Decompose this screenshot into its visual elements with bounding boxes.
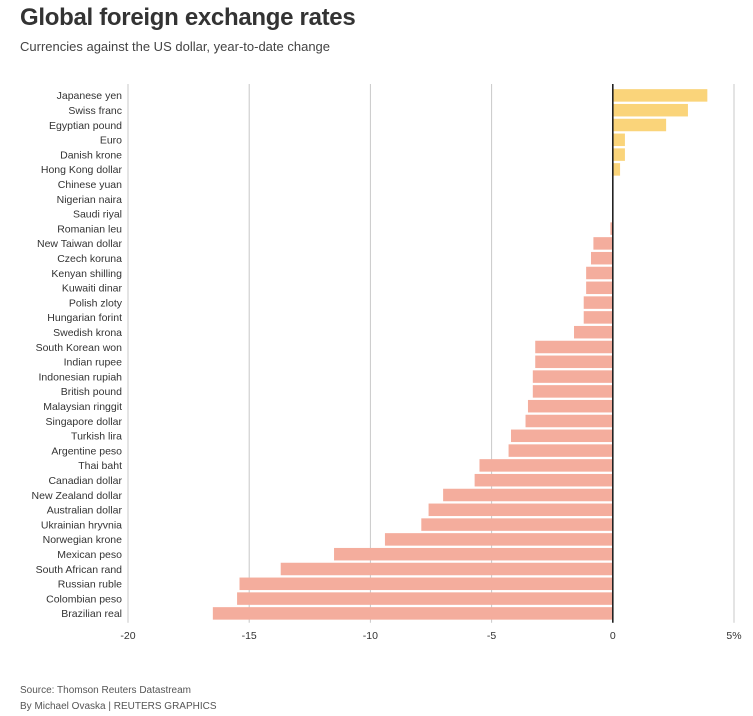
category-label: Thai baht: [78, 460, 122, 472]
category-label: Chinese yuan: [58, 179, 122, 191]
category-label: Swiss franc: [68, 105, 122, 117]
category-label: Swedish krona: [53, 327, 122, 339]
source-note: Source: Thomson Reuters Datastream: [20, 685, 192, 696]
category-label: Colombian peso: [46, 593, 122, 605]
bar-egyptian-pound: [612, 118, 667, 132]
category-label: South African rand: [36, 564, 123, 576]
bar-swedish-krona: [574, 325, 613, 339]
category-label: Indian rupee: [64, 357, 123, 369]
category-label: Saudi riyal: [73, 209, 122, 221]
category-label: Nigerian naira: [57, 194, 123, 206]
chart-title: Global foreign exchange rates: [20, 4, 356, 31]
category-label: Hong Kong dollar: [41, 164, 123, 176]
bar-czech-koruna: [590, 251, 613, 265]
bar-colombian-peso: [237, 592, 613, 605]
category-label: Ukrainian hryvnia: [41, 519, 122, 531]
category-label: Brazilian real: [61, 608, 122, 620]
bar-romanian-leu: [610, 222, 613, 235]
category-label: Singapore dollar: [46, 416, 123, 428]
bar-swiss-franc: [612, 103, 688, 117]
bar-polish-zloty: [583, 296, 613, 309]
bar-hungarian-forint: [583, 311, 613, 324]
category-label: Kenyan shilling: [51, 268, 122, 280]
bar-kuwaiti-dinar: [586, 281, 613, 295]
bar-british-pound: [532, 385, 613, 398]
bar-south-korean-won: [535, 340, 613, 354]
category-label: New Zealand dollar: [32, 490, 123, 502]
category-label: Danish krone: [60, 149, 122, 161]
category-label: British pound: [61, 386, 122, 398]
bar-singapore-dollar: [525, 414, 613, 428]
bar-turkish-lira: [510, 429, 613, 443]
bar-australian-dollar: [428, 503, 613, 517]
category-label: Russian ruble: [58, 579, 122, 591]
category-label: South Korean won: [36, 342, 123, 354]
category-label: Argentine peso: [51, 445, 122, 457]
category-label: Indonesian rupiah: [39, 371, 123, 383]
bar-russian-ruble: [239, 577, 613, 591]
category-label: New Taiwan dollar: [37, 238, 123, 250]
bar-argentine-peso: [508, 444, 613, 457]
category-label: Turkish lira: [71, 431, 122, 443]
x-tick-label: -15: [242, 630, 257, 642]
category-label: Japanese yen: [57, 90, 123, 102]
category-label: Australian dollar: [47, 505, 123, 517]
x-tick-label: 5%: [726, 630, 741, 642]
category-label: Canadian dollar: [48, 475, 122, 487]
bar-chart: Japanese yen Swiss franc Egyptian pound Eur…: [32, 84, 742, 642]
category-label: Kuwaiti dinar: [62, 283, 123, 295]
category-label: Norwegian krone: [43, 534, 123, 546]
bar-south-african-rand: [280, 562, 613, 576]
bar-indian-rupee: [535, 355, 613, 369]
x-tick-label: 0: [610, 630, 616, 642]
category-label: Polish zloty: [69, 297, 123, 309]
chart-subtitle: Currencies against the US dollar, year-t…: [20, 39, 331, 54]
bar-euro: [612, 133, 625, 147]
category-label: Mexican peso: [57, 549, 122, 561]
bar-malaysian-ringgit: [527, 399, 613, 413]
x-tick-label: -20: [120, 630, 135, 642]
bar-norwegian-krone: [384, 533, 613, 546]
x-tick-label: -5: [487, 630, 496, 642]
bar-new-taiwan-dollar: [593, 237, 613, 250]
category-label: Egyptian pound: [49, 120, 122, 132]
bar-kenyan-shilling: [586, 266, 613, 280]
category-label: Hungarian forint: [47, 312, 122, 324]
bar-canadian-dollar: [474, 473, 613, 487]
bar-ukrainian-hryvnia: [421, 518, 613, 531]
byline: By Michael Ovaska | REUTERS GRAPHICS: [20, 701, 217, 712]
bar-new-zealand-dollar: [443, 488, 613, 502]
bar-hong-kong-dollar: [612, 163, 621, 176]
bar-indonesian-rupiah: [532, 370, 613, 383]
bar-danish-krone: [612, 148, 625, 161]
category-label: Malaysian ringgit: [43, 401, 122, 413]
bar-mexican-peso: [334, 547, 613, 561]
bar-thai-baht: [479, 459, 613, 472]
category-label: Euro: [100, 135, 122, 147]
bar-japanese-yen: [612, 89, 708, 102]
category-label: Czech koruna: [57, 253, 122, 265]
category-label: Romanian leu: [57, 223, 122, 235]
x-tick-label: -10: [363, 630, 378, 642]
bar-brazilian-real: [212, 607, 613, 620]
